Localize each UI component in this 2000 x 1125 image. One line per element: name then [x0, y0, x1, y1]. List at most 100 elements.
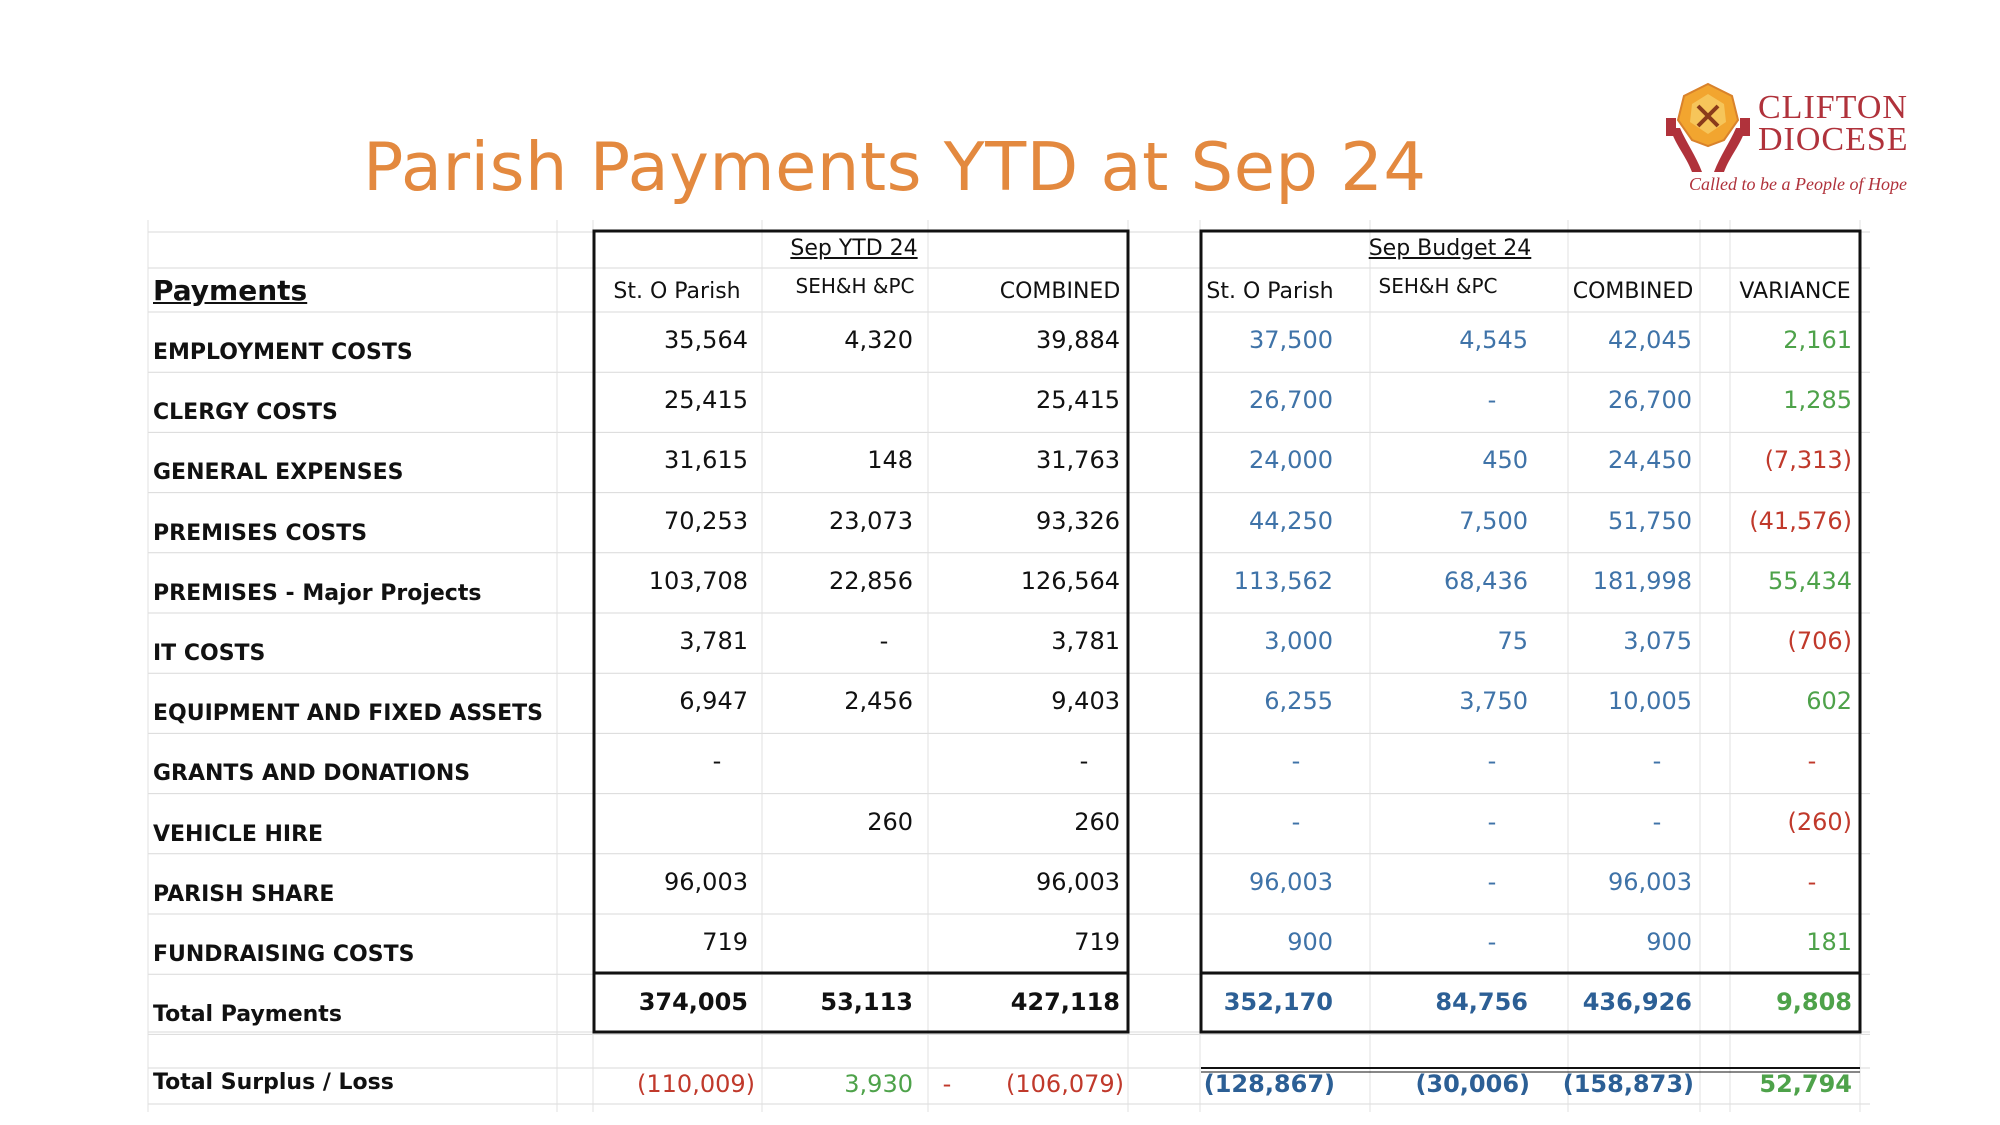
table-cell-ytd-st-o: 3,781 [679, 627, 748, 655]
total-cell-variance: 9,808 [1776, 988, 1852, 1017]
table-cell-bud-combined: 26,700 [1608, 386, 1692, 415]
table-cell-ytd-st-o: 25,415 [664, 386, 748, 415]
table-cell-ytd-seh: 22,856 [829, 566, 913, 595]
table-cell-bud-seh: 4,545 [1459, 326, 1528, 354]
table-cell-ytd-combined: 126,564 [1020, 566, 1120, 595]
row-label: GENERAL EXPENSES [153, 460, 404, 486]
col-header-bud-st-o: St. O Parish [1206, 279, 1334, 304]
logo-line-2: DIOCESE [1758, 121, 1909, 158]
row-label: PREMISES - Major Projects [153, 580, 482, 606]
table-cell-bud-st-o: - [1291, 747, 1301, 776]
table-cell-ytd-st-o: - [712, 747, 722, 776]
col-header-variance: VARIANCE [1739, 279, 1851, 304]
total-cell-ytd-st-o: 374,005 [638, 988, 748, 1017]
table-cell-variance: 602 [1806, 687, 1852, 716]
table-cell-bud-st-o: - [1291, 807, 1301, 836]
col-header-ytd-combined: COMBINED [999, 279, 1121, 304]
surplus-cell-ytd-combined: (106,079) [1006, 1070, 1124, 1098]
table-cell-ytd-combined: 31,763 [1036, 446, 1120, 475]
table-cell-variance: 2,161 [1783, 326, 1852, 354]
table-cell-variance: - [1807, 867, 1817, 896]
table-cell-variance: (41,576) [1749, 506, 1852, 535]
col-header-bud-combined: COMBINED [1572, 279, 1694, 304]
table-cell-bud-seh: - [1487, 807, 1497, 836]
table-cell-bud-st-o: 26,700 [1249, 386, 1333, 415]
table-cell-bud-seh: 450 [1482, 446, 1528, 475]
table-cell-bud-seh: - [1487, 928, 1497, 956]
table-cell-variance: (260) [1787, 807, 1852, 836]
total-cell-bud-st-o: 352,170 [1223, 988, 1333, 1017]
table-cell-ytd-st-o: 70,253 [664, 506, 748, 535]
row-label: FUNDRAISING COSTS [153, 942, 415, 967]
total-cell-ytd-combined: 427,118 [1010, 988, 1120, 1017]
table-cell-ytd-combined: 719 [1074, 928, 1120, 956]
table-cell-ytd-seh: 148 [867, 446, 913, 475]
table-cell-ytd-seh: 2,456 [844, 687, 913, 716]
table-cell-variance: 1,285 [1783, 386, 1852, 415]
row-label: EQUIPMENT AND FIXED ASSETS [153, 701, 543, 727]
table-cell-ytd-combined: 3,781 [1051, 627, 1120, 655]
table-cell-bud-seh: 68,436 [1444, 566, 1528, 595]
table-cell-ytd-seh: 23,073 [829, 506, 913, 535]
table-cell-ytd-combined: 93,326 [1036, 506, 1120, 535]
table-cell-bud-st-o: 24,000 [1249, 446, 1333, 475]
table-cell-ytd-seh: 4,320 [844, 326, 913, 354]
table-cell-ytd-combined: 9,403 [1051, 687, 1120, 716]
section-box [1199, 229, 1862, 1034]
row-label: GRANTS AND DONATIONS [153, 761, 471, 787]
table-cell-bud-st-o: 44,250 [1249, 506, 1333, 535]
total-cell-bud-combined: 436,926 [1582, 988, 1692, 1017]
section-box [592, 229, 1130, 1034]
table-cell-bud-combined: 900 [1646, 928, 1692, 956]
table-cell-bud-combined: 181,998 [1592, 566, 1692, 595]
col-header-ytd-st-o: St. O Parish [613, 279, 741, 304]
table-cell-bud-combined: 51,750 [1608, 506, 1692, 535]
table-cell-bud-seh: - [1487, 386, 1497, 415]
table-cell-ytd-combined: 260 [1074, 807, 1120, 836]
section-label: Payments [153, 274, 308, 307]
logo-emblem-icon [1666, 82, 1750, 172]
table-cell-bud-st-o: 37,500 [1249, 326, 1333, 354]
table-cell-bud-combined: 10,005 [1608, 687, 1692, 716]
row-label: VEHICLE HIRE [153, 821, 324, 847]
table-cell-variance: 55,434 [1768, 566, 1852, 595]
table-cell-bud-combined: - [1652, 807, 1662, 836]
surplus-cell-gap: - [942, 1070, 952, 1098]
table-cell-variance: - [1807, 747, 1817, 776]
table-cell-ytd-seh: 260 [867, 807, 913, 836]
table-cell-ytd-combined: 25,415 [1036, 386, 1120, 415]
table-cell-ytd-st-o: 719 [702, 928, 748, 956]
col-header-ytd-seh: SEH&H &PC [795, 274, 915, 298]
logo-line-1: CLIFTON [1758, 89, 1908, 126]
group-header-budget: Sep Budget 24 [1368, 236, 1532, 261]
table-cell-bud-st-o: 113,562 [1233, 566, 1333, 595]
table-cell-bud-combined: 3,075 [1623, 627, 1692, 655]
table-cell-variance: (7,313) [1764, 446, 1852, 475]
table-cell-bud-seh: - [1487, 747, 1497, 776]
total-cell-ytd-seh: 53,113 [820, 988, 913, 1017]
table-cell-bud-seh: - [1487, 867, 1497, 896]
table-cell-bud-seh: 7,500 [1459, 506, 1528, 535]
table-cell-ytd-st-o: 35,564 [664, 326, 748, 354]
total-cell-bud-seh: 84,756 [1435, 988, 1528, 1017]
surplus-cell-variance: 52,794 [1759, 1070, 1852, 1098]
table-cell-ytd-seh: - [879, 627, 889, 655]
table-cell-ytd-st-o: 6,947 [679, 687, 748, 716]
table-cell-bud-combined: 42,045 [1608, 326, 1692, 354]
surplus-cell-ytd-st-o: (110,009) [637, 1070, 755, 1098]
table-cell-ytd-st-o: 103,708 [648, 566, 748, 595]
table-cell-variance: 181 [1806, 928, 1852, 956]
col-header-bud-seh: SEH&H &PC [1378, 274, 1498, 298]
row-label: IT COSTS [153, 641, 266, 666]
table-cell-ytd-st-o: 31,615 [664, 446, 748, 475]
row-label: PREMISES COSTS [153, 520, 368, 546]
surplus-cell-bud-combined: (158,873) [1562, 1070, 1694, 1098]
table-cell-bud-st-o: 900 [1287, 928, 1333, 956]
surplus-cell-bud-st-o: (128,867) [1203, 1070, 1335, 1098]
table-cell-bud-seh: 3,750 [1459, 687, 1528, 716]
diocese-logo: CLIFTON DIOCESE Called to be a People of… [1662, 76, 1934, 202]
table-cell-bud-combined: 96,003 [1608, 867, 1692, 896]
table-cell-variance: (706) [1787, 627, 1852, 655]
group-header-ytd: Sep YTD 24 [790, 236, 918, 261]
